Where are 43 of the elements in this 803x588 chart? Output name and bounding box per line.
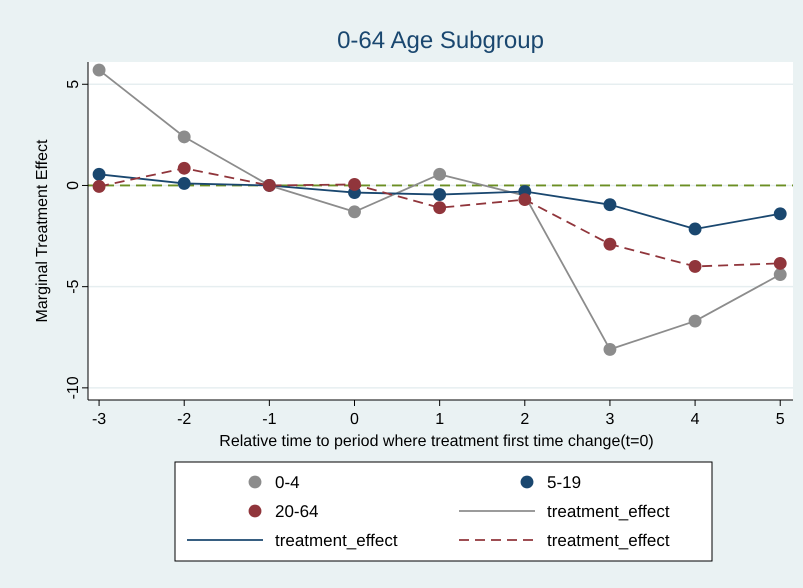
legend-label: treatment_effect — [547, 531, 670, 550]
point — [688, 314, 702, 328]
point — [433, 168, 446, 181]
y-tick-label: 5 — [65, 80, 82, 89]
point — [518, 193, 532, 206]
point — [433, 201, 446, 214]
y-tick-label: -10 — [65, 376, 82, 400]
point — [348, 178, 361, 191]
point — [604, 342, 616, 356]
point — [92, 64, 106, 77]
x-tick-label: -2 — [177, 411, 192, 428]
x-tick-label: 5 — [776, 411, 785, 428]
x-tick-label: 4 — [690, 411, 700, 428]
legend-label: 5-19 — [547, 473, 582, 492]
legend-label: treatment_effect — [547, 502, 670, 521]
legend-label: 0-4 — [275, 473, 300, 492]
point — [178, 162, 191, 175]
y-tick-label: 0 — [65, 180, 82, 190]
chart-title: 0-64 Age Subgroup — [337, 27, 544, 54]
x-tick-label: 1 — [435, 411, 444, 428]
point — [774, 207, 787, 220]
point — [688, 222, 702, 236]
x-tick-label: -1 — [262, 411, 277, 428]
point — [604, 238, 616, 251]
point — [688, 260, 702, 273]
x-axis-title: Relative time to period where treatment first time change(t=0) — [219, 433, 654, 450]
point — [348, 205, 361, 218]
legend-label: treatment_effect — [275, 531, 398, 550]
point — [178, 177, 191, 190]
x-tick-label: -3 — [92, 411, 106, 428]
point — [92, 168, 106, 181]
legend-label: 20-64 — [275, 502, 318, 521]
x-tick-label: 0 — [350, 411, 360, 428]
point — [774, 268, 787, 281]
x-tick-label: 3 — [605, 411, 614, 428]
x-tick-label: 2 — [520, 411, 530, 428]
y-axis-title: Marginal Treatment Effect — [34, 139, 51, 322]
point — [92, 180, 106, 193]
point — [433, 188, 446, 201]
point — [178, 130, 191, 144]
point — [604, 198, 616, 212]
y-tick-label: -5 — [65, 279, 82, 294]
point — [774, 256, 787, 270]
